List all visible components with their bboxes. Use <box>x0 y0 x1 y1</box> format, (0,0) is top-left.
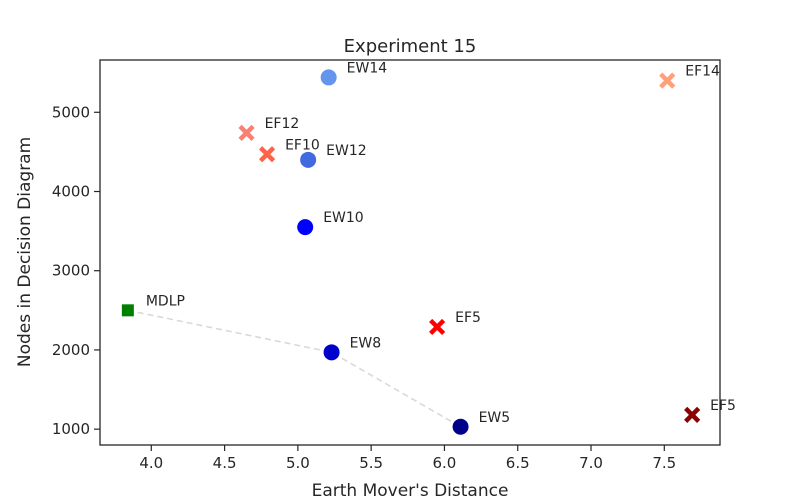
point-ew10-3 <box>297 219 314 236</box>
x-tick-label: 6.0 <box>433 454 457 472</box>
x-tick-label: 5.5 <box>359 454 383 472</box>
x-tick-label: 4.0 <box>139 454 163 472</box>
point-ew5-1 <box>452 418 469 435</box>
point-label-9: EF12 <box>265 116 300 132</box>
x-tick-label: 4.5 <box>213 454 237 472</box>
x-tick-label: 6.5 <box>506 454 530 472</box>
plot-content: MDLP EW5 EW8 EW10 EW12 EW14 EF5 EF5 EF10 EF12 EF14 <box>121 60 736 435</box>
point-label-2: EW8 <box>350 335 382 351</box>
y-tick-label: 2000 <box>52 341 90 359</box>
y-axis-ticks: 1000 2000 3000 4000 5000 <box>52 103 100 438</box>
point-label-8: EF10 <box>285 137 320 153</box>
point-label-1: EW5 <box>479 410 511 426</box>
x-tick-label: 5.0 <box>286 454 310 472</box>
point-ew8-2 <box>323 344 340 361</box>
frontier-line <box>127 309 461 428</box>
y-tick-label: 4000 <box>52 183 90 201</box>
point-ef10-8 <box>259 146 276 163</box>
point-ef5-6 <box>429 318 446 336</box>
x-axis-ticks: 4.0 4.5 5.0 5.5 6.0 6.5 7.0 7.5 <box>139 445 676 472</box>
point-label-7: EF5 <box>710 398 736 414</box>
y-tick-label: 3000 <box>52 262 90 280</box>
point-label-10: EF14 <box>685 64 720 80</box>
point-label-0: MDLP <box>146 293 185 309</box>
chart-title: Experiment 15 <box>344 36 477 57</box>
point-label-6: EF5 <box>455 310 481 326</box>
point-ef5-7 <box>684 406 701 423</box>
y-tick-label: 1000 <box>52 420 90 438</box>
point-label-3: EW10 <box>323 210 364 226</box>
point-mdlp-0 <box>121 304 134 317</box>
point-label-5: EW14 <box>347 60 388 76</box>
y-axis-label: Nodes in Decision Diagram <box>15 137 35 367</box>
x-axis-label: Earth Mover's Distance <box>312 481 509 500</box>
plot-frame <box>99 59 721 446</box>
point-ef12-9 <box>238 124 255 141</box>
x-tick-label: 7.5 <box>652 454 676 472</box>
point-ew14-5 <box>320 69 337 86</box>
point-ef14-10 <box>659 72 676 89</box>
point-label-4: EW12 <box>326 143 367 159</box>
x-tick-label: 7.0 <box>579 454 603 472</box>
point-ew12-4 <box>300 151 317 168</box>
y-tick-label: 5000 <box>52 103 90 121</box>
